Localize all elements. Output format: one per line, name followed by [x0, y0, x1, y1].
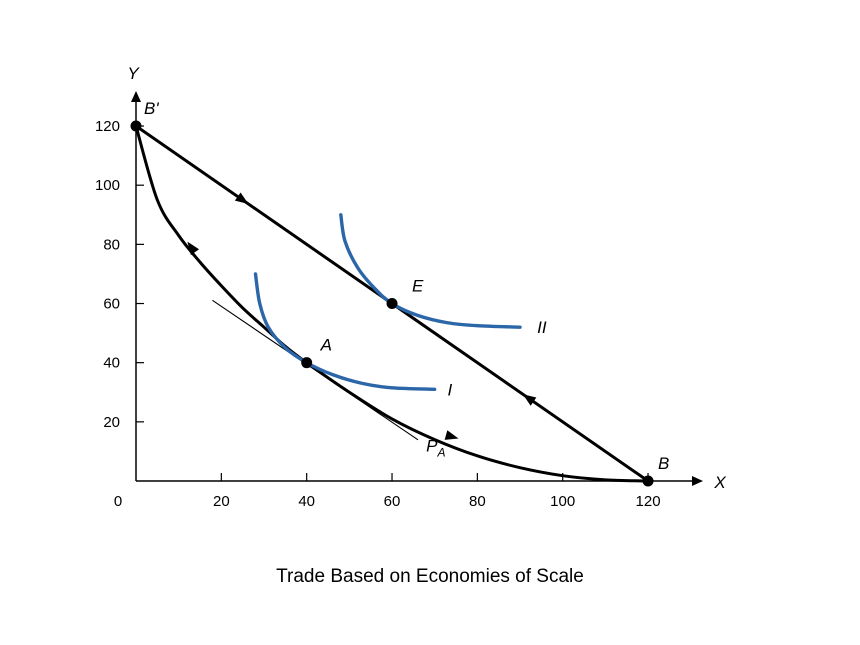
y-tick-label: 40 — [103, 355, 120, 372]
arrow-frontier-lower — [444, 430, 459, 440]
direction-arrows — [187, 192, 537, 440]
curve-label-subscript: A — [436, 446, 445, 460]
arrow-trade-upper — [234, 192, 249, 204]
y-axis-title: Y — [127, 64, 140, 83]
point-label: B' — [144, 99, 159, 118]
y-tick-label: 100 — [95, 177, 120, 194]
point-Bprime — [130, 120, 142, 132]
curve-label: PA — [426, 437, 445, 460]
y-tick-label: 80 — [103, 236, 120, 253]
x-axis-arrowhead — [692, 476, 703, 486]
point-label: E — [412, 277, 424, 296]
indifference-curve-4 — [339, 213, 522, 329]
point-E — [386, 298, 398, 310]
price-line-2 — [212, 300, 419, 441]
curve-label: I — [447, 380, 452, 399]
x-tick-label: 120 — [636, 493, 661, 510]
curve-label: II — [537, 318, 547, 337]
point-label: A — [320, 336, 332, 355]
points — [130, 120, 654, 487]
point-A — [301, 357, 313, 369]
indifference-curve-3 — [253, 272, 437, 392]
arrow-frontier-upper — [187, 241, 200, 256]
x-tick-label: 0 — [114, 493, 122, 510]
x-tick-label: 60 — [384, 493, 401, 510]
x-axis-title: X — [713, 473, 726, 492]
point-B — [642, 475, 654, 487]
point-label: B — [658, 454, 669, 473]
y-tick-label: 60 — [103, 296, 120, 313]
y-axis-arrowhead — [131, 91, 141, 102]
x-tick-label: 80 — [469, 493, 486, 510]
x-tick-label: 40 — [298, 493, 315, 510]
arrow-trade-lower — [522, 394, 537, 406]
x-tick-label: 100 — [550, 493, 575, 510]
y-tick-label: 20 — [103, 414, 120, 431]
y-tick-label: 120 — [95, 118, 120, 135]
ticks: 0 20 40 60 80 100 120 20 40 60 80 100 120 — [95, 118, 661, 510]
chart-caption: Trade Based on Economies of Scale — [276, 566, 584, 587]
x-tick-label: 20 — [213, 493, 230, 510]
